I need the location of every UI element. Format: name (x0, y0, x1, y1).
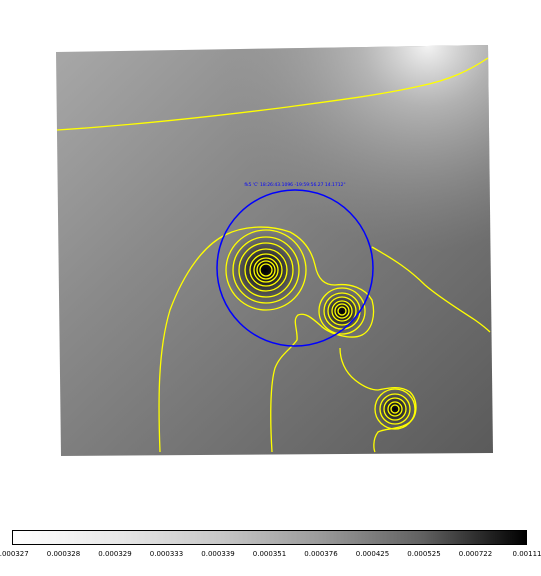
colorbar-tick-label: 0.000722 (458, 550, 493, 558)
colorbar-tick-label: 0.000327 (0, 550, 29, 558)
region-label: fk5 'C' 18:26:43.1096 -19:59:56.27 14.17… (244, 182, 345, 188)
colorbar-tick-label: 0.000425 (355, 550, 390, 558)
colorbar (12, 530, 527, 545)
image-panel[interactable]: fk5 'C' 18:26:43.1096 -19:59:56.27 14.17… (0, 0, 541, 500)
colorbar-tick-label: 0.000351 (252, 550, 287, 558)
colorbar-tick-label: 0.000328 (46, 550, 81, 558)
colorbar-tick-label: 0.000329 (98, 550, 132, 558)
colorbar-tick-label: 0.000333 (149, 550, 184, 558)
source-1 (223, 228, 307, 312)
colorbar-tick-label: 0.000339 (201, 550, 235, 558)
colorbar-tick-label: 0.00111 (512, 550, 541, 558)
region-circle[interactable] (216, 189, 374, 347)
colorbar-tick-label: 0.000376 (304, 550, 338, 558)
contours (56, 57, 491, 453)
colorbar-tick-label: 0.000525 (407, 550, 441, 558)
